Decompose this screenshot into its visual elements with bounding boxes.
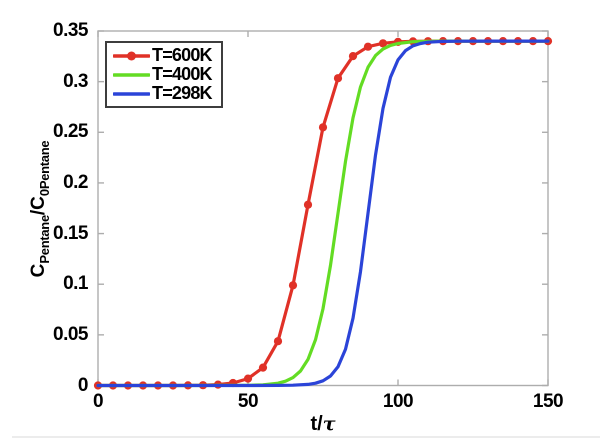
- x-tick-label: 150: [532, 391, 564, 412]
- y-tick-label: 0.05: [53, 323, 88, 345]
- legend-item-t298k: T=298K: [112, 83, 221, 103]
- legend-item-t400k: T=400K: [112, 64, 221, 84]
- x-axis-label: t/τ: [283, 412, 363, 436]
- y-tick-label: 0.25: [53, 121, 88, 143]
- data-point-marker: [363, 42, 373, 51]
- legend-label-t298k: T=298K: [152, 83, 213, 103]
- data-point-marker: [333, 74, 343, 83]
- data-point-marker: [258, 363, 268, 372]
- legend: T=600K T=400K T=298K: [105, 41, 223, 108]
- legend-sample-marker: [127, 51, 136, 60]
- data-point-marker: [303, 200, 313, 209]
- y-axis-label-sub2: 0Pentane: [37, 140, 52, 197]
- legend-line-marker-sample-red: [112, 48, 151, 64]
- y-tick-label: 0.15: [53, 222, 88, 244]
- x-axis-label-tau: τ: [322, 413, 336, 435]
- x-tick-label: 50: [237, 391, 259, 412]
- legend-label-t600k: T=600K: [152, 45, 213, 65]
- legend-label-t400k: T=400K: [152, 64, 213, 84]
- y-axis-label-sub1: Pentane: [37, 215, 52, 264]
- data-point-marker: [318, 123, 328, 132]
- y-axis-label-c1: C: [28, 263, 49, 278]
- legend-line-sample-green: [112, 67, 151, 83]
- data-point-marker: [348, 52, 358, 61]
- y-axis-label: CPentane/C0Pentane: [26, 94, 52, 324]
- data-point-marker: [288, 281, 298, 290]
- y-tick-label: 0.1: [63, 273, 88, 295]
- y-tick-label: 0: [77, 374, 89, 396]
- series-curve-t298k: [96, 39, 550, 388]
- x-tick-label: 100: [382, 391, 414, 412]
- axes-box: [97, 30, 549, 387]
- data-point-marker: [273, 337, 283, 346]
- x-axis-label-main: t/: [310, 413, 323, 435]
- y-tick-label: 0.35: [53, 20, 88, 41]
- data-point-marker: [378, 39, 388, 48]
- y-tick-label: 0.3: [63, 70, 88, 92]
- legend-item-t600k: T=600K: [112, 45, 221, 65]
- figure-bottom-edge: [12, 436, 600, 438]
- y-axis-label-c2: C: [28, 196, 49, 210]
- data-point-marker: [243, 374, 253, 383]
- x-tick-label: 0: [92, 391, 104, 412]
- y-tick-label: 0.2: [63, 171, 88, 193]
- legend-line-sample-blue: [112, 86, 151, 102]
